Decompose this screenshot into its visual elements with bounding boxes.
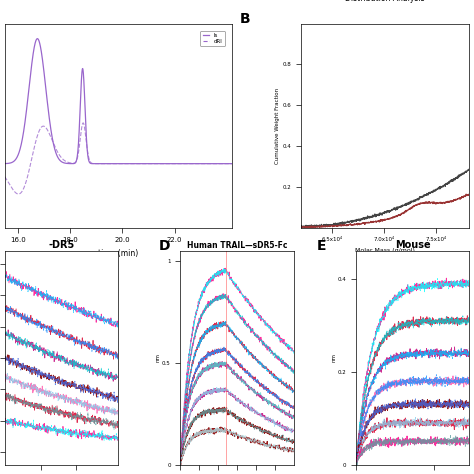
Title: Mouse: Mouse xyxy=(395,240,430,250)
Y-axis label: Cumulative Weight Fraction: Cumulative Weight Fraction xyxy=(275,88,280,164)
X-axis label: time (min): time (min) xyxy=(98,249,138,258)
Y-axis label: nm: nm xyxy=(331,354,336,362)
X-axis label: Molar Mass (g/mol): Molar Mass (g/mol) xyxy=(356,248,415,253)
Y-axis label: nm: nm xyxy=(155,354,161,362)
Text: D: D xyxy=(159,239,170,254)
Legend: ls, dRI: ls, dRI xyxy=(201,30,225,46)
Title: Human TRAIL—sDR5-Fc: Human TRAIL—sDR5-Fc xyxy=(187,241,287,250)
Title: Distribution Analysis: Distribution Analysis xyxy=(346,0,425,3)
Text: E: E xyxy=(317,239,326,254)
Title: -DR5: -DR5 xyxy=(48,240,74,250)
Text: B: B xyxy=(239,12,250,26)
